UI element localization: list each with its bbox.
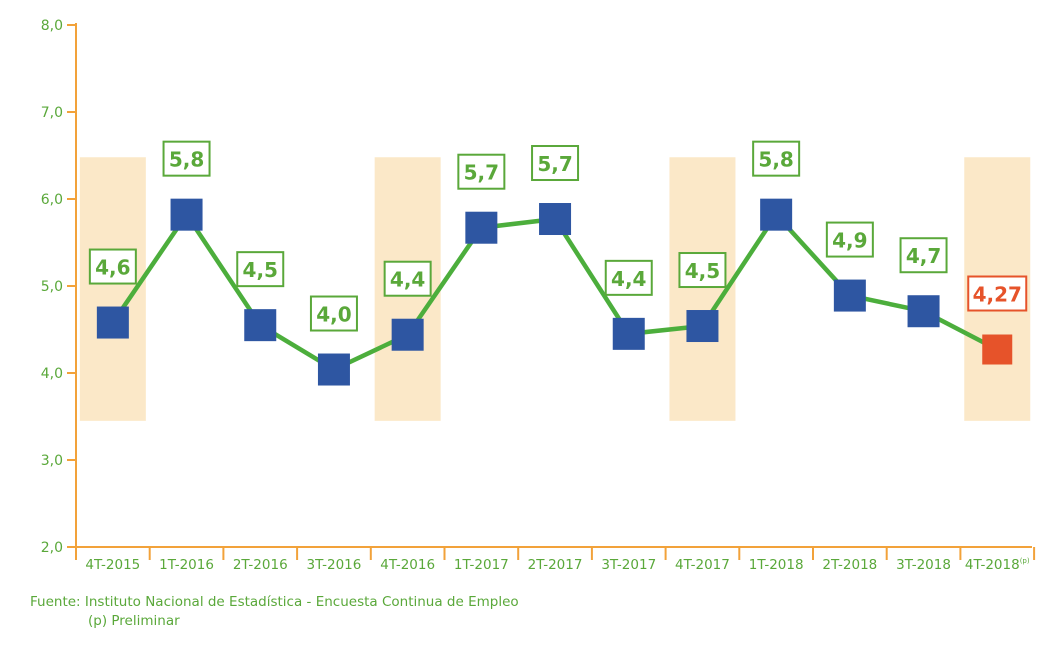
y-tick-label: 7,0 (41, 105, 63, 121)
data-label-box (236, 251, 285, 288)
data-label: 4,5 (685, 259, 720, 283)
data-label-box (88, 248, 137, 285)
data-point-marker (96, 306, 129, 339)
data-label-box (531, 145, 580, 182)
x-tick-label: 1T-2018 (749, 557, 804, 573)
x-tick-label: 2T-2016 (233, 557, 288, 573)
x-tick-label: 4T-2015 (85, 557, 140, 573)
data-label-box (309, 295, 358, 332)
y-tick-label: 3,0 (41, 453, 63, 469)
data-label-box (825, 221, 874, 258)
y-tick-label: 6,0 (41, 192, 63, 208)
data-label: 4,4 (390, 268, 425, 292)
x-tick-label: 4T-2016 (380, 557, 435, 573)
markers (96, 198, 1013, 386)
y-tick-label: 2,0 (41, 540, 63, 556)
data-point-marker (612, 317, 645, 350)
data-point-marker (391, 318, 424, 351)
data-label-box (457, 153, 506, 190)
data-point-marker (982, 334, 1013, 365)
data-point-marker (760, 198, 793, 231)
data-point-marker (170, 198, 203, 231)
axes: 2,0 3,0 4,0 5,0 6,0 7,0 8,0 4T-2015 1T-2016 2T-20… (41, 18, 1036, 573)
data-label: 5,7 (464, 161, 499, 185)
data-label: 4,4 (611, 267, 646, 291)
data-point-marker (833, 279, 866, 312)
x-tick-label: 1T-2016 (159, 557, 214, 573)
data-point-marker (907, 295, 940, 328)
x-tick-label: 3T-2018 (896, 557, 951, 573)
data-label: 4,27 (973, 283, 1022, 307)
data-label-box (752, 140, 801, 177)
data-label-box (383, 260, 432, 297)
data-point-marker (465, 211, 498, 244)
preliminary-note: (p) Preliminar (88, 613, 180, 629)
data-label-box (899, 237, 948, 274)
source-note: Fuente: Instituto Nacional de Estadístic… (30, 593, 519, 631)
data-label: 5,8 (169, 148, 204, 172)
y-tick-label: 5,0 (41, 279, 63, 295)
data-label-box (604, 259, 653, 296)
source-text: Fuente: Instituto Nacional de Estadístic… (30, 594, 519, 610)
data-point-marker (686, 310, 719, 343)
data-label-box (678, 252, 727, 289)
data-label: 5,8 (758, 148, 793, 172)
highlight-bands (79, 157, 1031, 421)
data-point-marker (317, 353, 350, 386)
data-label: 4,5 (243, 258, 278, 282)
x-tick-label: 3T-2016 (307, 557, 362, 573)
y-tick-label: 4,0 (41, 366, 63, 382)
data-label: 4,9 (832, 229, 867, 253)
data-label: 4,6 (95, 256, 130, 280)
data-label: 4,7 (906, 244, 941, 268)
x-tick-label: 1T-2017 (454, 557, 509, 573)
chart: 2,0 3,0 4,0 5,0 6,0 7,0 8,0 4T-2015 1T-2016 2T-20… (41, 18, 1036, 573)
y-tick-label: 8,0 (41, 18, 63, 34)
data-label-box (162, 140, 211, 177)
data-label: 4,0 (316, 303, 351, 327)
x-tick-label: 4T-2018(p) (965, 557, 1030, 573)
data-labels: 4,6 5,8 4,5 4,0 4,4 5,7 5,7 4,4 4,5 5,8 4,9 4,7 4,27 (88, 140, 1028, 332)
x-tick-label: 2T-2018 (822, 557, 877, 573)
x-tick-label: 2T-2017 (528, 557, 583, 573)
data-label: 5,7 (537, 152, 572, 176)
data-point-marker (244, 309, 277, 342)
data-point-marker (539, 203, 572, 236)
data-label-box (967, 275, 1028, 312)
x-tick-label: 3T-2017 (601, 557, 656, 573)
x-tick-label: 4T-2017 (675, 557, 730, 573)
